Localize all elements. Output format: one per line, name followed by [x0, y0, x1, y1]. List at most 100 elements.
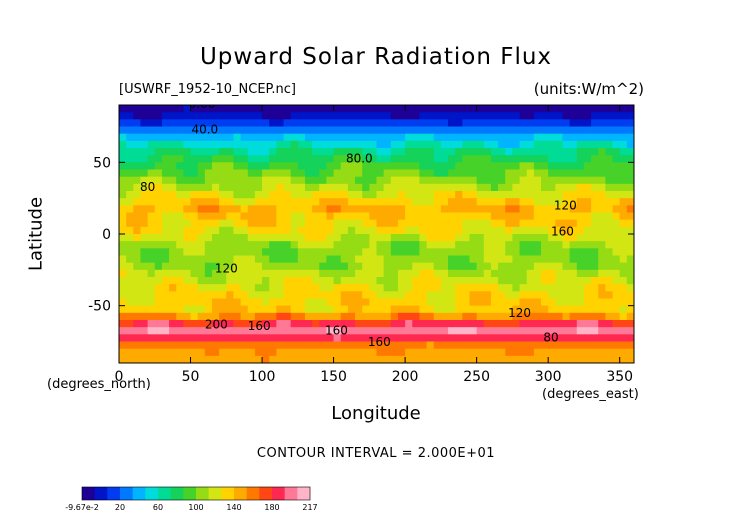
heatmap-cell [219, 241, 227, 249]
heatmap-cell [276, 169, 285, 178]
heatmap-cell [612, 327, 621, 335]
heatmap-cell [304, 119, 313, 128]
heatmap-cell [383, 112, 392, 120]
heatmap-cell [526, 234, 535, 242]
heatmap-cell [376, 176, 385, 185]
heatmap-cell [512, 348, 521, 357]
heatmap-cell [490, 248, 499, 257]
heatmap-cell [626, 262, 634, 271]
heatmap-cell [190, 262, 199, 271]
heatmap-cell [161, 255, 170, 264]
heatmap-cell [562, 355, 571, 363]
heatmap-cell [240, 262, 249, 271]
heatmap-cell [233, 305, 242, 314]
heatmap-cell [355, 119, 363, 128]
heatmap-cell [269, 105, 277, 113]
heatmap-cell [269, 169, 277, 178]
heatmap-cell [347, 234, 356, 242]
heatmap-cell [290, 205, 299, 214]
heatmap-cell [269, 277, 277, 285]
colorbar-swatch [145, 487, 159, 500]
heatmap-cell [369, 155, 378, 163]
heatmap-cell [548, 341, 556, 350]
heatmap-cell [154, 155, 163, 163]
heatmap-cell [169, 269, 177, 278]
heatmap-cell [319, 320, 328, 328]
heatmap-cell [598, 291, 606, 300]
heatmap-cell [140, 176, 149, 185]
heatmap-cell [519, 312, 528, 321]
heatmap-cell [312, 133, 320, 142]
heatmap-cell [412, 176, 421, 185]
heatmap-cell [448, 327, 456, 335]
heatmap-cell [262, 277, 270, 285]
heatmap-cell [569, 148, 578, 156]
heatmap-cell [583, 140, 592, 149]
heatmap-cell [347, 269, 356, 278]
heatmap-cell [204, 212, 213, 221]
heatmap-cell [626, 183, 634, 192]
heatmap-cell [512, 334, 521, 343]
heatmap-cell [276, 234, 285, 242]
heatmap-cell [254, 162, 263, 171]
heatmap-cell [233, 205, 242, 214]
heatmap-cell [283, 198, 292, 206]
heatmap-cell [197, 212, 206, 221]
heatmap-cell [533, 305, 542, 314]
heatmap-cell [355, 355, 363, 363]
contour-interval-note: CONTOUR INTERVAL = 2.000E+01 [256, 446, 496, 461]
heatmap-cell [126, 312, 134, 321]
heatmap-cell [383, 277, 392, 285]
heatmap-cell [262, 334, 270, 343]
heatmap-cell [505, 226, 514, 235]
heatmap-cell [405, 320, 413, 328]
heatmap-cell [183, 155, 192, 163]
heatmap-cell [612, 291, 621, 300]
heatmap-cell [455, 198, 463, 206]
heatmap-cell [276, 191, 285, 199]
heatmap-cell [233, 262, 242, 271]
heatmap-cell [233, 355, 242, 363]
heatmap-cell [190, 219, 199, 228]
heatmap-cell [576, 355, 585, 363]
heatmap-cell [526, 148, 535, 156]
heatmap-cell [526, 155, 535, 163]
heatmap-cell [290, 320, 299, 328]
heatmap-cell [533, 126, 542, 135]
heatmap-cell [369, 291, 378, 300]
heatmap-cell [183, 277, 192, 285]
heatmap-cell [440, 212, 449, 221]
heatmap-cell [133, 162, 142, 171]
heatmap-cell [376, 355, 385, 363]
heatmap-cell [233, 176, 242, 185]
heatmap-cell [505, 255, 514, 264]
heatmap-cell [397, 320, 406, 328]
heatmap-cell [355, 219, 363, 228]
heatmap-cell [355, 212, 363, 221]
heatmap-cell [605, 269, 614, 278]
heatmap-cell [240, 284, 249, 292]
heatmap-cell [297, 176, 306, 185]
heatmap-cell [290, 248, 299, 257]
heatmap-cell [355, 305, 363, 314]
heatmap-cell [176, 312, 184, 321]
heatmap-cell [412, 348, 421, 357]
heatmap-cell [419, 162, 428, 171]
heatmap-cell [204, 334, 213, 343]
heatmap-cell [605, 169, 614, 178]
heatmap-cell [147, 320, 156, 328]
heatmap-cell [133, 155, 142, 163]
heatmap-cell [397, 133, 406, 142]
heatmap-cell [355, 155, 363, 163]
heatmap-cell [204, 262, 213, 271]
heatmap-cell [448, 183, 456, 192]
heatmap-cell [326, 112, 335, 120]
heatmap-cell [448, 119, 456, 128]
heatmap-cell [240, 298, 249, 307]
heatmap-cell [204, 226, 213, 235]
heatmap-cell [247, 226, 256, 235]
heatmap-cell [626, 133, 634, 142]
heatmap-cell [312, 162, 320, 171]
heatmap-cell [362, 126, 370, 135]
heatmap-cell [254, 241, 263, 249]
